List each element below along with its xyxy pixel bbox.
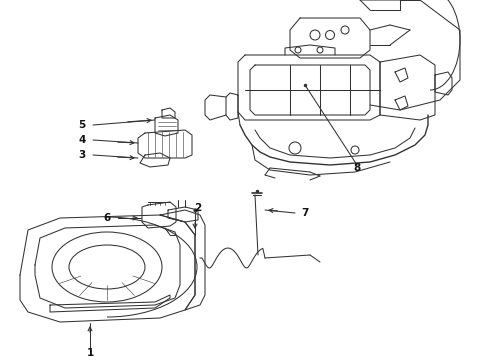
Text: 4: 4 — [78, 135, 86, 145]
Text: 3: 3 — [78, 150, 86, 160]
Text: 2: 2 — [195, 203, 201, 213]
Text: 7: 7 — [301, 208, 309, 218]
Text: 6: 6 — [103, 213, 111, 223]
Text: 5: 5 — [78, 120, 86, 130]
Text: 8: 8 — [353, 163, 361, 173]
Text: 1: 1 — [86, 348, 94, 358]
